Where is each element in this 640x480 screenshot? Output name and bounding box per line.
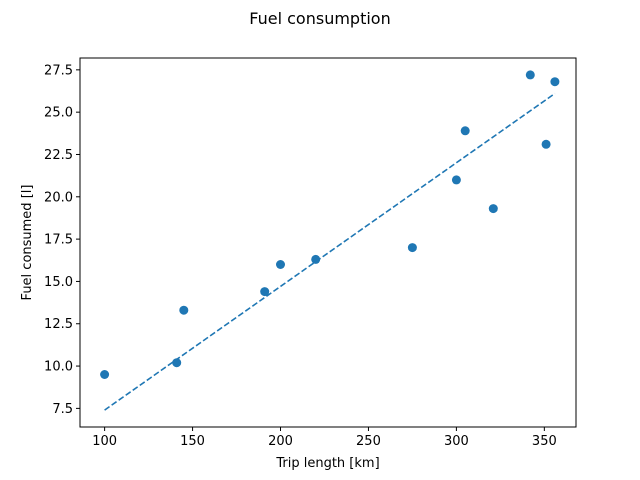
y-tick-label: 25.0 xyxy=(44,106,73,121)
data-point xyxy=(311,254,321,264)
x-tick-label: 100 xyxy=(92,434,117,449)
data-point xyxy=(460,126,470,136)
data-point-layer xyxy=(100,70,560,379)
x-axis-label: Trip length [km] xyxy=(275,456,379,471)
y-tick-label: 22.5 xyxy=(44,148,73,163)
data-point xyxy=(179,305,189,315)
x-tick-label: 300 xyxy=(444,434,469,449)
plot-area-frame xyxy=(79,57,577,428)
chart-title: Fuel consumption xyxy=(249,9,390,28)
y-tick-label: 7.5 xyxy=(52,402,73,417)
y-tick-label: 20.0 xyxy=(44,190,73,205)
data-point xyxy=(172,358,182,368)
y-tick-label: 10.0 xyxy=(44,360,73,375)
x-tick-label: 250 xyxy=(356,434,381,449)
data-point xyxy=(488,204,498,214)
data-point xyxy=(541,139,551,149)
data-point xyxy=(260,287,270,297)
y-tick-label: 17.5 xyxy=(44,233,73,248)
data-point xyxy=(100,370,110,379)
x-axis-ticks: 100 150 200 250 300 350 xyxy=(92,427,557,449)
y-axis-label: Fuel consumed [l] xyxy=(20,185,35,301)
data-point xyxy=(407,243,417,253)
x-tick-label: 150 xyxy=(180,434,205,449)
data-point xyxy=(451,175,461,185)
y-tick-label: 12.5 xyxy=(44,317,73,332)
x-tick-label: 200 xyxy=(268,434,293,449)
y-axis-ticks: 7.5 10.0 12.5 15.0 17.5 20.0 22.5 25.0 27.5 xyxy=(44,63,80,417)
data-point xyxy=(276,260,285,269)
data-point xyxy=(525,70,535,80)
fit-line-layer xyxy=(104,92,556,411)
x-tick-label: 350 xyxy=(532,434,557,449)
y-tick-label: 27.5 xyxy=(44,63,73,78)
trend-line xyxy=(104,92,556,411)
data-point xyxy=(550,77,560,87)
y-tick-label: 15.0 xyxy=(44,275,73,290)
